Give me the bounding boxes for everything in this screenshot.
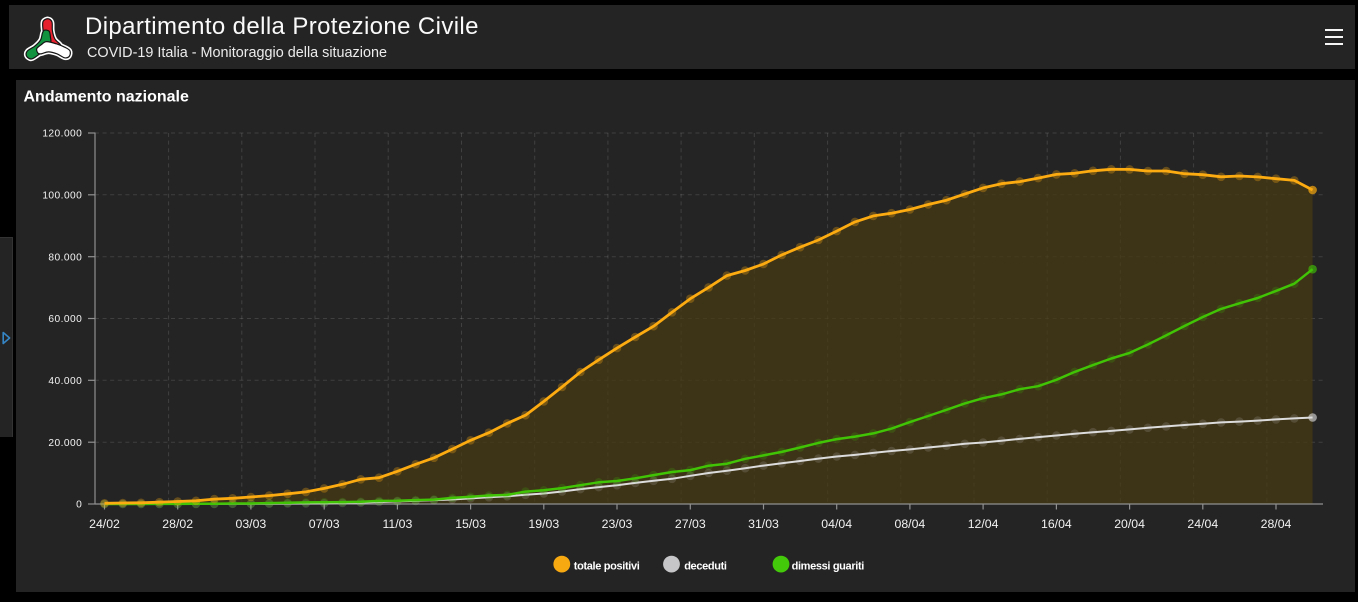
svg-text:31/03: 31/03 bbox=[748, 517, 779, 531]
svg-text:20/04: 20/04 bbox=[1114, 517, 1145, 531]
svg-text:dimessi guariti: dimessi guariti bbox=[792, 560, 865, 572]
svg-text:12/04: 12/04 bbox=[968, 517, 999, 531]
svg-text:0: 0 bbox=[76, 500, 82, 511]
svg-text:Andamento nazionale: Andamento nazionale bbox=[24, 88, 189, 105]
svg-text:24/02: 24/02 bbox=[89, 517, 120, 531]
svg-text:80.000: 80.000 bbox=[48, 252, 82, 263]
svg-text:15/03: 15/03 bbox=[455, 517, 486, 531]
svg-text:03/03: 03/03 bbox=[236, 517, 267, 531]
svg-text:60.000: 60.000 bbox=[48, 314, 82, 325]
svg-text:28/02: 28/02 bbox=[162, 517, 193, 531]
svg-text:27/03: 27/03 bbox=[675, 517, 706, 531]
svg-text:07/03: 07/03 bbox=[309, 517, 340, 531]
svg-text:deceduti: deceduti bbox=[684, 560, 727, 572]
svg-text:16/04: 16/04 bbox=[1041, 517, 1072, 531]
svg-text:11/03: 11/03 bbox=[382, 517, 412, 531]
svg-text:24/04: 24/04 bbox=[1187, 517, 1218, 531]
svg-text:120.000: 120.000 bbox=[42, 129, 82, 140]
svg-text:100.000: 100.000 bbox=[42, 190, 82, 201]
svg-text:28/04: 28/04 bbox=[1261, 517, 1292, 531]
svg-text:08/04: 08/04 bbox=[895, 517, 926, 531]
svg-text:20.000: 20.000 bbox=[48, 438, 82, 449]
svg-text:23/03: 23/03 bbox=[602, 517, 633, 531]
svg-text:totale positivi: totale positivi bbox=[574, 560, 640, 572]
svg-text:19/03: 19/03 bbox=[528, 517, 559, 531]
svg-text:04/04: 04/04 bbox=[821, 517, 852, 531]
svg-text:40.000: 40.000 bbox=[48, 376, 82, 387]
